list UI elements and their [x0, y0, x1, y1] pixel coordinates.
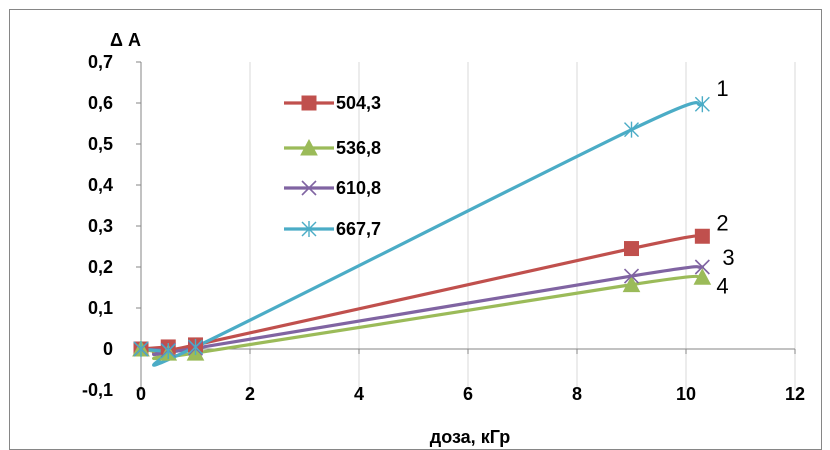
x-tick-label: 12: [785, 384, 805, 404]
data-point-610,8-3: [623, 268, 640, 284]
x-tick-label: 6: [463, 384, 473, 404]
legend-marker-536,8: [300, 138, 318, 156]
x-tick-label: 0: [136, 384, 146, 404]
curve-label: 4: [716, 273, 728, 298]
data-point-667,7-1: [160, 343, 176, 360]
y-tick-label: 0,4: [88, 175, 113, 195]
series-line-536,8: [139, 274, 704, 361]
legend-marker-504,3: [301, 95, 317, 111]
legend-label: 667,7: [336, 219, 381, 239]
data-point-667,7-0: [133, 341, 149, 357]
x-tick-label: 2: [245, 384, 255, 404]
y-tick-label: 0,3: [88, 216, 113, 236]
data-point-667,7-4: [694, 96, 710, 113]
curve-label: 1: [716, 76, 728, 101]
legend-label: 536,8: [336, 138, 381, 158]
y-tick-label: 0,6: [88, 93, 113, 113]
legend-label: 504,3: [336, 93, 381, 113]
x-tick-label: 10: [676, 384, 696, 404]
data-point-536,8-4: [693, 268, 712, 285]
x-axis-title: доза, кГр: [430, 427, 510, 447]
data-point-610,8-4-b: [694, 259, 710, 275]
y-tick-label: 0,2: [88, 257, 113, 277]
y-tick-label: 0,1: [88, 298, 113, 318]
series-line-610,8: [139, 265, 704, 357]
series-line-504,3: [139, 234, 704, 355]
data-point-536,8-3: [622, 275, 641, 293]
data-point-610,8-3-b: [623, 268, 640, 284]
y-axis-title: Δ A: [110, 30, 141, 50]
data-point-504,3-4: [694, 228, 710, 244]
x-tick-label: 8: [572, 384, 582, 404]
data-point-667,7-2: [188, 338, 203, 355]
data-point-610,8-4: [694, 259, 710, 275]
series-line-667,7: [139, 101, 704, 367]
y-tick-label: -0,1: [82, 380, 113, 400]
legend-marker-610,8: [301, 180, 317, 196]
data-point-667,7-3: [624, 121, 639, 138]
legend-label: 610,8: [336, 178, 381, 198]
y-tick-label: 0,7: [88, 52, 113, 72]
x-tick-label: 4: [354, 384, 364, 404]
legend-marker-667,7: [301, 221, 317, 237]
y-tick-label: 0,5: [88, 134, 113, 154]
curve-label: 3: [722, 245, 734, 270]
y-tick-label: 0: [103, 339, 113, 359]
curve-label: 2: [716, 210, 728, 235]
data-point-504,3-3: [624, 241, 639, 257]
legend-marker-610,8-b: [301, 180, 317, 196]
